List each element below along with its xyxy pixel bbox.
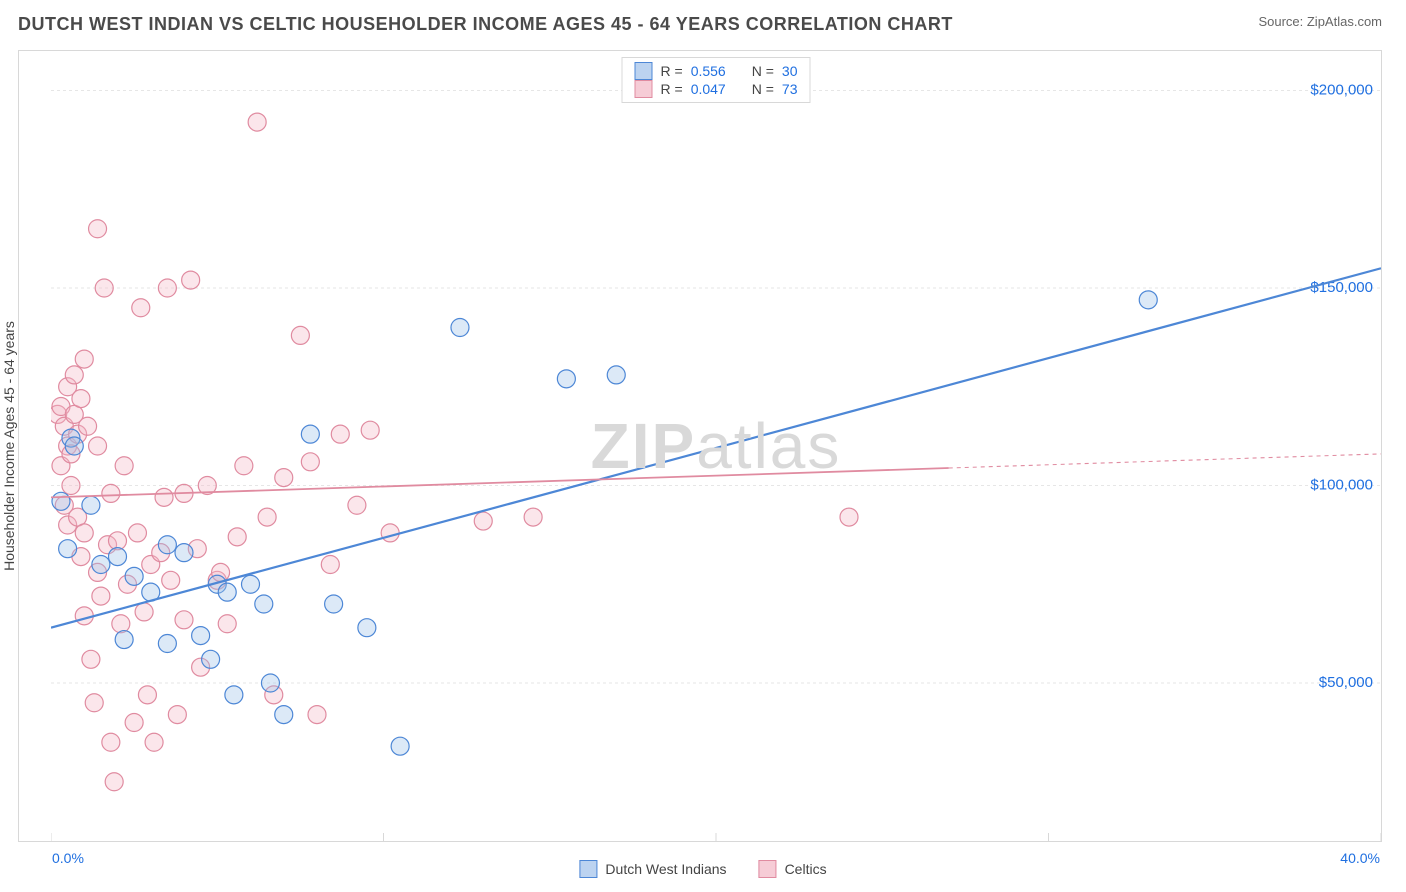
legend-r-label: R =: [661, 81, 683, 97]
source-label: Source: ZipAtlas.com: [1258, 14, 1382, 29]
x-axis-min: 0.0%: [52, 850, 84, 866]
legend-item-label: Dutch West Indians: [605, 861, 726, 877]
legend-swatch-icon: [579, 860, 597, 878]
chart-title: DUTCH WEST INDIAN VS CELTIC HOUSEHOLDER …: [18, 14, 953, 35]
legend-item: Celtics: [759, 860, 827, 878]
legend-swatch-icon: [759, 860, 777, 878]
legend-top-row: R = 0.047 N = 73: [635, 80, 798, 98]
legend-swatch-icon: [635, 62, 653, 80]
svg-text:$50,000: $50,000: [1319, 674, 1373, 691]
y-axis-label: Householder Income Ages 45 - 64 years: [1, 321, 17, 571]
legend-bottom: Dutch West Indians Celtics: [579, 860, 826, 878]
legend-r-label: R =: [661, 63, 683, 79]
x-axis-max: 40.0%: [1340, 850, 1380, 866]
legend-item: Dutch West Indians: [579, 860, 726, 878]
scatter-svg: $50,000 $100,000 $150,000 $200,000: [51, 51, 1381, 841]
legend-n-label: N =: [752, 63, 774, 79]
legend-n-value: 30: [782, 63, 798, 79]
legend-r-value: 0.556: [691, 63, 726, 79]
svg-text:$100,000: $100,000: [1310, 477, 1373, 494]
legend-top: R = 0.556 N = 30 R = 0.047 N = 73: [622, 57, 811, 103]
legend-n-label: N =: [752, 81, 774, 97]
plot-area: $50,000$100,000$150,000$200,000 ZIPatlas…: [51, 51, 1381, 841]
legend-top-row: R = 0.556 N = 30: [635, 62, 798, 80]
chart-container: Householder Income Ages 45 - 64 years $5…: [18, 50, 1382, 842]
svg-text:$200,000: $200,000: [1310, 82, 1373, 99]
legend-swatch-icon: [635, 80, 653, 98]
legend-r-value: 0.047: [691, 81, 726, 97]
legend-item-label: Celtics: [785, 861, 827, 877]
svg-text:$150,000: $150,000: [1310, 279, 1373, 296]
legend-n-value: 73: [782, 81, 798, 97]
